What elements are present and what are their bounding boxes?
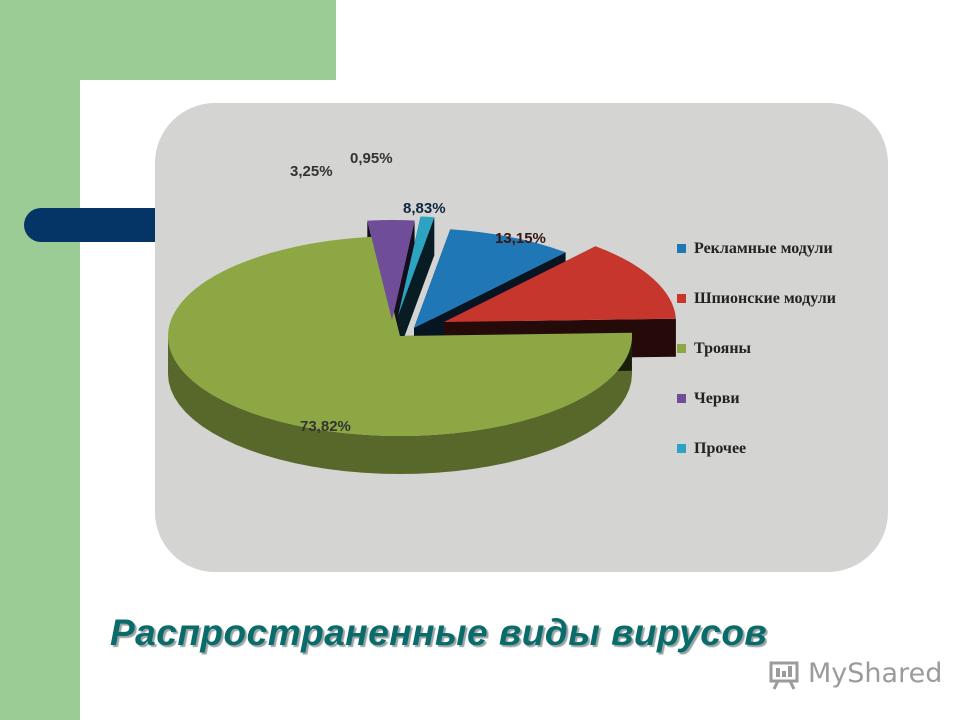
chart-panel: 8,83% 13,15% 73,82% 3,25% 0,95% Рекламные мо…	[155, 103, 888, 572]
data-label-трояны: 73,82%	[300, 418, 351, 435]
chart-legend: Рекламные модули Шпионские модули Трояны Че…	[677, 240, 836, 457]
top-green-band	[80, 0, 336, 80]
pie-rim-трояны	[168, 336, 632, 474]
legend-swatch-трояны	[677, 344, 686, 353]
data-label-шпионские-модули: 13,15%	[495, 230, 546, 247]
pie-slice-прочее	[398, 216, 435, 316]
legend-swatch-шпионские-модули	[677, 294, 686, 303]
pie-slice-шпионские-модули	[444, 246, 676, 322]
data-label-рекламные-модули: 8,83%	[403, 200, 446, 217]
legend-label-рекламные-модули: Рекламные модули	[694, 240, 833, 257]
legend-swatch-прочее	[677, 444, 686, 453]
legend-label-шпионские-модули: Шпионские модули	[694, 290, 836, 307]
watermark-text: MyShared	[808, 658, 943, 689]
pie-wall-прочее-1	[398, 217, 435, 354]
data-label-прочее: 0,95%	[350, 150, 393, 167]
watermark: MyShared	[768, 656, 942, 696]
data-label-черви: 3,25%	[290, 163, 333, 180]
pie-slice-черви	[367, 220, 415, 320]
pie-tops	[168, 216, 676, 437]
legend-swatch-рекламные-модули	[677, 244, 686, 253]
legend-label-трояны: Трояны	[694, 340, 752, 357]
pie-chart: 8,83% 13,15% 73,82% 3,25% 0,95% Рекламные мо…	[168, 150, 836, 474]
pie-slice-рекламные-модули	[414, 229, 566, 328]
legend-label-черви: Черви	[694, 390, 740, 407]
legend-swatch-черви	[677, 394, 686, 403]
presentation-board-icon	[769, 661, 799, 690]
corner-curve	[80, 80, 140, 140]
pie-slice-трояны	[168, 236, 633, 437]
legend-label-прочее: Прочее	[694, 440, 746, 457]
left-green-band	[0, 0, 80, 720]
pie-wall-черви-1	[392, 220, 415, 358]
pie-data-labels: 8,83% 13,15% 73,82% 3,25% 0,95%	[290, 150, 546, 435]
slide-title: Распространенные виды вирусов	[110, 612, 768, 653]
